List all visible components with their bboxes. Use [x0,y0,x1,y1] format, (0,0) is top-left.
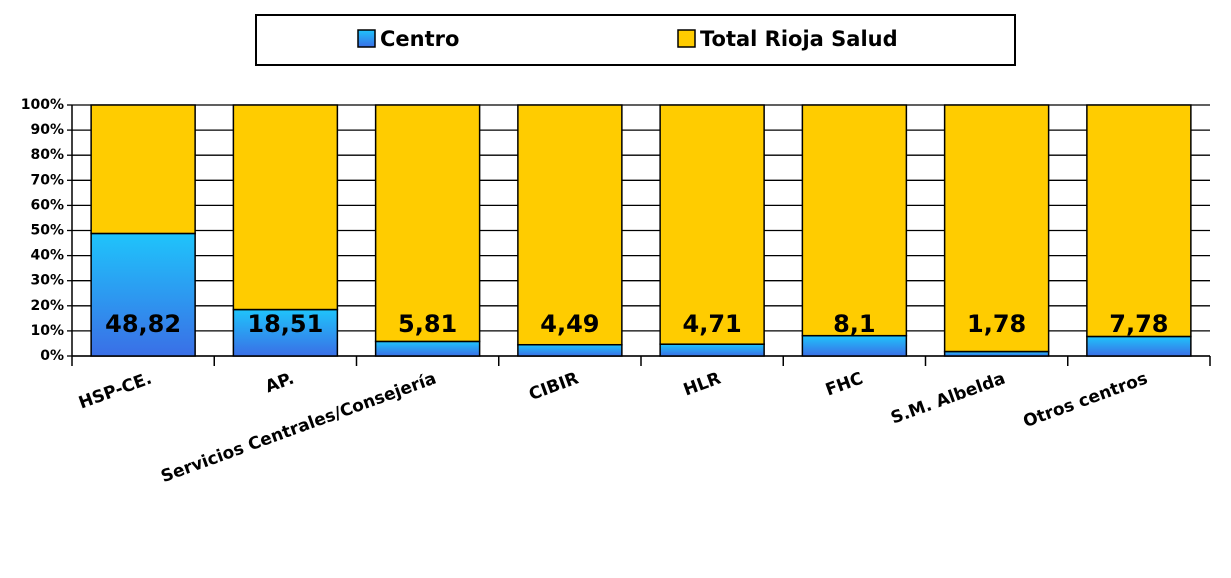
x-tick-label: AP. [263,369,297,398]
legend-box [255,14,1016,66]
bar-segment [801,334,908,357]
bar-segment [1086,104,1192,338]
x-tick-label: FHC [823,369,866,401]
y-tick-label: 20% [30,298,64,314]
data-label: 18,51 [247,310,323,338]
y-tick-label: 0% [40,348,64,364]
legend-label: Total Rioja Salud [700,27,898,51]
bar-segment [90,232,196,357]
data-label: 48,82 [105,310,181,338]
y-tick-label: 50% [30,223,64,239]
x-tick-label: HLR [681,369,724,401]
bar-segment [801,104,908,337]
x-tick-label: S.M. Albelda [888,369,1008,429]
bar-segment [232,104,339,311]
legend-swatch [677,29,696,48]
x-tick-label: Servicios Centrales/Consejería [158,369,439,487]
bar-segment [374,104,481,343]
bar-segment [1086,335,1192,357]
legend-swatch [357,29,376,48]
bar-segment [374,340,481,357]
data-label: 7,78 [1109,310,1168,338]
y-tick-label: 40% [30,248,64,264]
bar-segment [659,104,765,345]
y-tick-label: 10% [30,323,64,339]
data-label: 5,81 [398,310,457,338]
data-label: 1,78 [967,310,1026,338]
bar-segment [232,308,339,357]
data-label: 4,49 [540,310,599,338]
x-tick-label: HSP-CE. [76,369,154,414]
y-tick-label: 100% [21,97,64,113]
x-tick-label: Otros centros [1021,369,1151,432]
y-tick-label: 70% [30,172,64,188]
bar-segment [659,343,765,357]
bar-segment [90,104,196,235]
bar-segment [517,343,623,357]
y-tick-label: 80% [30,147,64,163]
y-tick-label: 90% [30,122,64,138]
legend-label: Centro [380,27,459,51]
x-tick-label: CIBIR [526,369,581,405]
y-tick-label: 60% [30,197,64,213]
data-label: 4,71 [683,310,742,338]
bar-segment [943,104,1050,353]
y-tick-label: 30% [30,273,64,289]
bar-segment [517,104,623,346]
data-label: 8,1 [833,310,876,338]
